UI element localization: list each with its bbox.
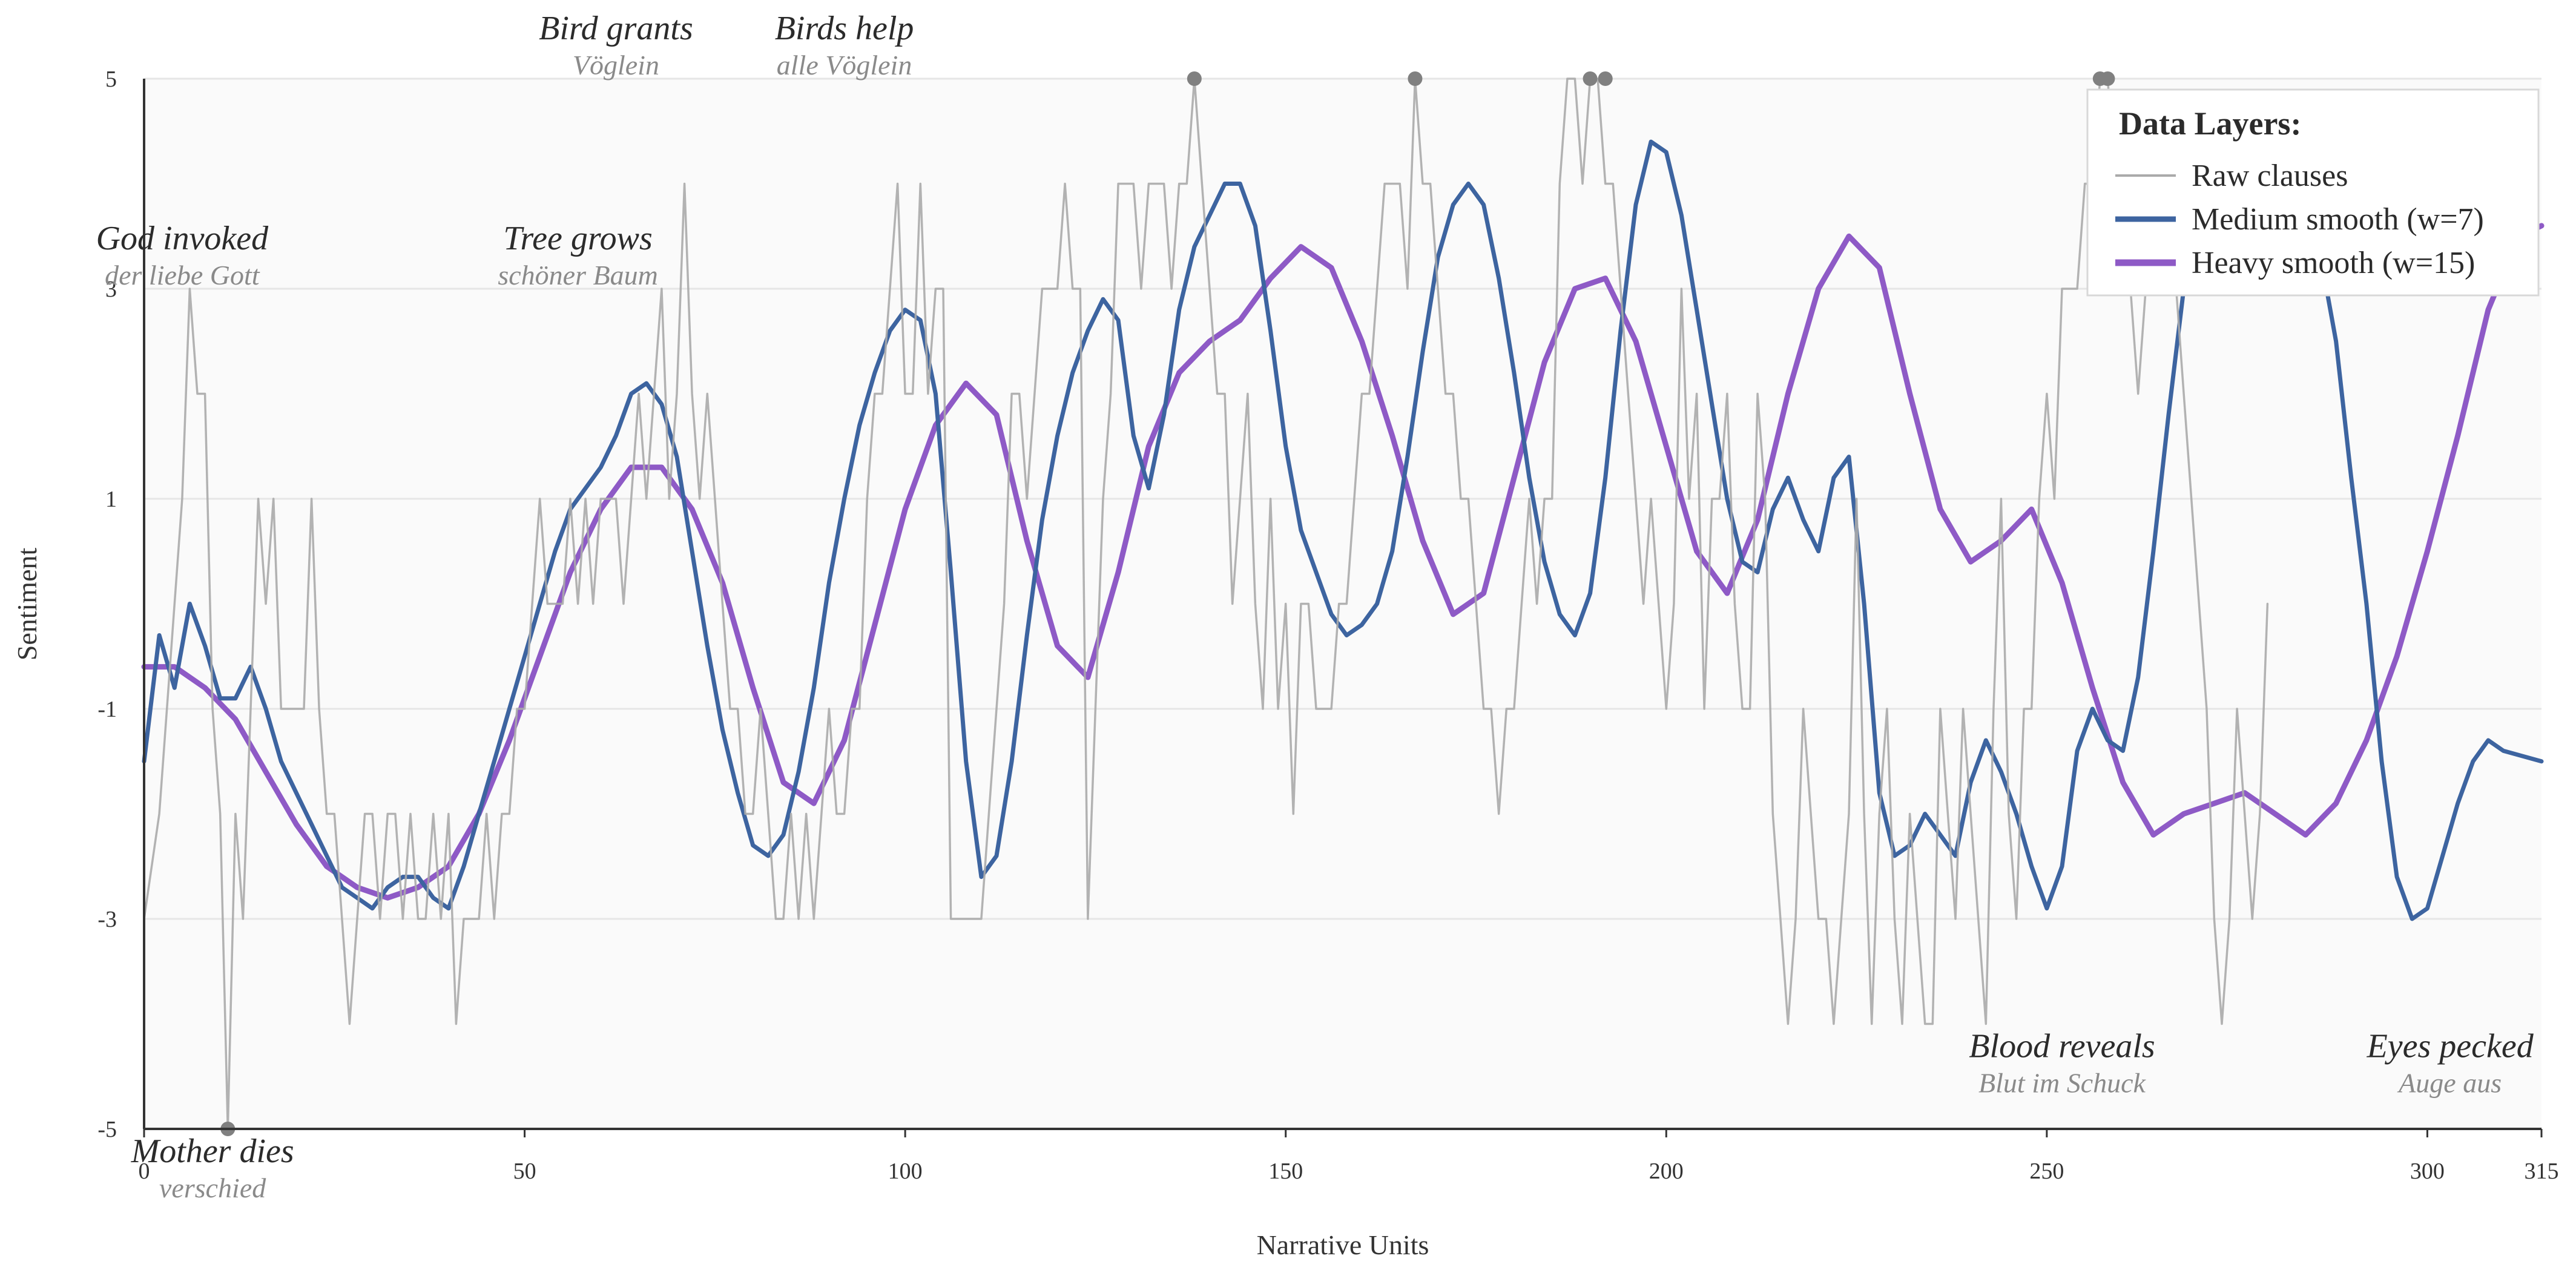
x-tick-label: 50: [513, 1159, 536, 1184]
x-tick-label: 150: [1268, 1159, 1303, 1184]
y-tick-label: -3: [97, 907, 117, 932]
x-tick-label: 100: [888, 1159, 923, 1184]
annotation-tree-grows-title: Tree grows: [503, 220, 652, 257]
y-tick-label: -5: [97, 1117, 117, 1142]
y-tick-label: -1: [97, 697, 117, 722]
annotation-mother-dies-subtitle: verschied: [159, 1172, 266, 1203]
raw-clauses-line: [143, 77, 2269, 1130]
annotation-birds-help-title: Birds help: [775, 10, 914, 47]
key-point-marker: [1598, 71, 1613, 86]
legend-label-heavy: Heavy smooth (w=15): [2192, 246, 2475, 280]
annotation-mother-dies-title: Mother dies: [131, 1133, 294, 1170]
y-tick-label: 1: [105, 487, 117, 512]
x-tick-label: 315: [2525, 1159, 2559, 1184]
annotation-god-invoked-subtitle: der liebe Gott: [105, 260, 260, 291]
annotation-tree-grows-subtitle: schöner Baum: [498, 260, 657, 291]
legend-label-medium: Medium smooth (w=7): [2192, 202, 2484, 237]
y-axis-label: Sentiment: [12, 548, 42, 661]
annotation-bird-grants-subtitle: Vöglein: [573, 50, 659, 81]
legend: Data Layers: Raw clauses Medium smooth (…: [2086, 88, 2540, 297]
key-point-marker: [2100, 71, 2115, 86]
y-tick-label: 5: [105, 67, 117, 92]
x-tick-label: 300: [2410, 1159, 2445, 1184]
key-point-marker: [1583, 71, 1598, 86]
x-tick-label: 200: [1649, 1159, 1684, 1184]
heavy-smooth-line: [141, 223, 2545, 901]
medium-smooth-line: [142, 139, 2544, 921]
legend-title: Data Layers:: [2119, 105, 2301, 142]
axes: [143, 79, 2541, 1130]
annotation-god-invoked-title: God invoked: [96, 220, 269, 257]
series-lines: [141, 77, 2545, 1130]
key-point-marker: [1187, 71, 1202, 86]
annotation-blood-reveals-title: Blood reveals: [1969, 1028, 2155, 1065]
annotation-eyes-pecked-subtitle: Auge aus: [2397, 1068, 2502, 1099]
key-point-marker: [1408, 71, 1423, 86]
annotation-birds-help-subtitle: alle Vöglein: [777, 50, 912, 81]
x-tick-label: 0: [139, 1159, 150, 1184]
x-tick-label: 250: [2029, 1159, 2064, 1184]
x-axis-label: Narrative Units: [1257, 1229, 1429, 1260]
y-tick-label: 3: [105, 277, 117, 302]
legend-label-raw: Raw clauses: [2192, 159, 2348, 193]
annotation-eyes-pecked-title: Eyes pecked: [2367, 1028, 2534, 1065]
annotation-bird-grants-title: Bird grants: [539, 10, 693, 47]
annotation-blood-reveals-subtitle: Blut im Schuck: [1978, 1068, 2146, 1099]
